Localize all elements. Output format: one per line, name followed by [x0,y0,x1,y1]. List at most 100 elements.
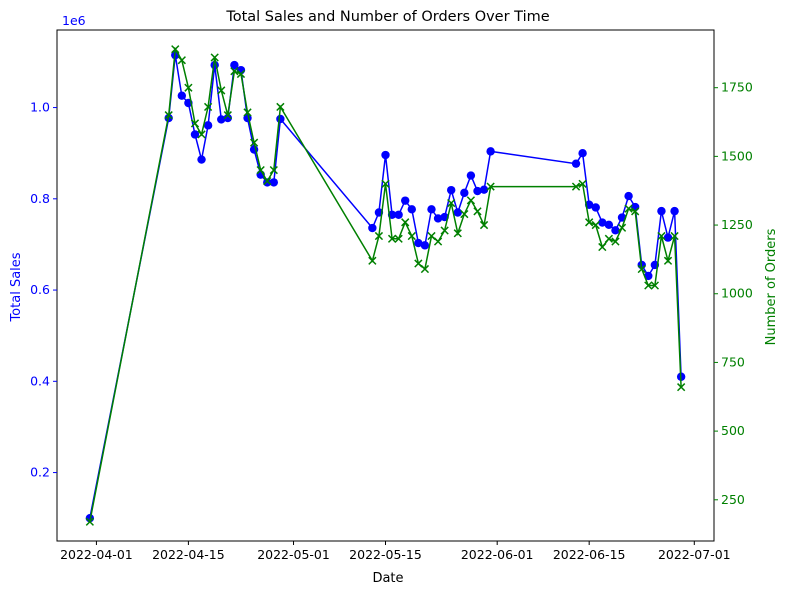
left-axis-title: Total Sales [9,252,24,322]
orders-point [466,196,476,205]
right-tick-label: 1250 [721,217,753,232]
total-sales-point [447,185,456,195]
total-sales-point [407,205,416,214]
orders-point [414,259,423,268]
chart-title: Total Sales and Number of Orders Over Ti… [225,9,549,25]
right-y-axis: 250 500 750 1000 1250 1500 1750 [714,80,753,507]
right-tick-label: 500 [721,423,745,438]
orders-point [604,234,614,243]
total-sales-point [571,159,581,168]
x-axis-title: Date [372,571,403,586]
total-sales-point [269,178,279,187]
orders-point [585,218,594,227]
orders-point [420,264,430,274]
left-tick-label: 0.8 [30,191,50,206]
total-sales-point [604,220,614,230]
total-sales-point [473,186,482,196]
orders-point [171,45,180,54]
orders-point [433,237,443,246]
total-sales-point [433,214,443,223]
orders-point [611,237,620,246]
left-tick-label: 0.6 [30,282,50,297]
x-tick-label: 2022-04-15 [152,547,225,562]
right-axis-title: Number of Orders [764,228,779,345]
orders-point [479,220,489,230]
total-sales-point [401,196,410,205]
x-tick-label: 2022-06-01 [461,547,534,562]
orders-point [571,182,581,191]
plot-area [56,29,715,542]
total-sales-point [394,210,403,219]
orders-point [644,281,653,290]
orders-point [381,179,390,188]
orders-point [243,108,252,117]
right-tick-label: 750 [721,354,745,369]
x-tick-label: 2022-05-15 [349,547,422,562]
total-sales-point [203,121,213,130]
total-sales-point [453,208,462,217]
total-sales-point [663,233,673,242]
total-sales-point [591,203,600,212]
orders-point [236,69,246,79]
orders-point [230,67,239,76]
total-sales-point [479,185,489,194]
orders-point [177,56,186,65]
orders-point [637,264,646,274]
total-sales-point [644,271,653,281]
orders-point [663,256,673,265]
orders-point [591,220,600,230]
orders-point [657,231,666,241]
x-tick-label: 2022-07-01 [658,547,731,562]
total-sales-point [466,171,476,180]
right-tick-label: 1000 [721,286,753,301]
orders-point [374,231,384,241]
plot-frame [56,29,715,542]
orders-point [631,207,640,216]
x-tick-label: 2022-04-01 [60,547,133,562]
left-tick-label: 0.4 [30,373,50,388]
total-sales-point [368,223,377,233]
total-sales-point [598,218,607,227]
orders-point [401,218,410,227]
total-sales-point [230,60,239,70]
orders-point [440,226,449,235]
orders-point [263,176,272,186]
orders-point [677,383,686,392]
total-sales-point [578,148,587,158]
orders-point [256,165,265,175]
orders-point [617,223,627,232]
orders-point [598,242,607,252]
orders-point [473,207,482,216]
total-sales-point [414,238,423,248]
right-tick-label: 1500 [721,148,753,163]
total-sales-point [611,226,620,235]
total-sales-point [197,155,206,164]
orders-point [197,130,206,139]
orders-point [427,231,436,241]
orders-line [89,46,682,522]
orders-point [217,86,226,95]
series-layer [85,45,686,526]
total-sales-point [624,191,633,201]
total-sales-point [276,114,285,124]
orders-point [447,198,456,208]
total-sales-point [460,188,469,198]
right-tick-label: 250 [721,492,745,507]
orders-point [387,234,397,243]
orders-point [407,231,416,241]
orders-point [368,256,377,265]
orders-point [460,209,469,219]
orders-point [249,138,259,147]
total-sales-point [381,150,390,160]
orders-point [394,234,403,243]
orders-point [486,182,495,191]
x-tick-label: 2022-05-01 [257,547,330,562]
orders-point [276,102,285,112]
total-sales-point [190,130,200,139]
x-tick-label: 2022-06-15 [553,547,626,562]
orders-point [203,102,213,112]
total-sales-point [223,113,233,123]
total-sales-point [217,115,226,124]
orders-point [184,83,193,92]
